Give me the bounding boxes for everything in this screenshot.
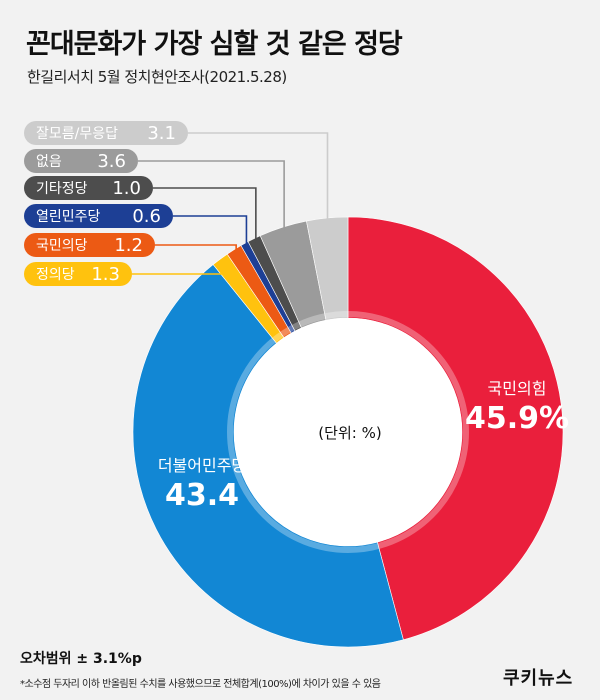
callout-value-4: 0.6 — [132, 206, 161, 227]
callout-6: 없음 3.6 — [24, 149, 138, 173]
leader-line-3 — [155, 244, 237, 254]
callout-value-5: 1.0 — [112, 178, 141, 199]
leader-line-7 — [188, 132, 329, 222]
donut-hole — [234, 318, 462, 546]
callout-name-7: 잘모름/무응답 — [36, 126, 118, 142]
inner-ring — [227, 311, 469, 553]
callout-2: 정의당 1.3 — [24, 262, 132, 286]
callout-value-3: 1.2 — [114, 235, 143, 256]
leader-line-4 — [173, 215, 248, 248]
footnote: *소수점 두자리 이하 반올림된 수치를 사용했으므로 전체합계(100%)에 … — [20, 679, 381, 690]
callout-pill-3 — [24, 233, 155, 257]
callout-name-5: 기타정당 — [36, 181, 88, 197]
slice-label-name-1: 더불어민주당 — [158, 456, 247, 475]
callout-3: 국민의당 1.2 — [24, 233, 155, 257]
callout-value-7: 3.1 — [147, 123, 176, 144]
leader-line-5 — [153, 187, 257, 243]
callout-pill-2 — [24, 262, 132, 286]
callout-pill-7 — [24, 121, 188, 145]
chart-title: 꼰대문화가 가장 심할 것 같은 정당 — [26, 29, 403, 60]
callout-5: 기타정당 1.0 — [24, 176, 153, 200]
callout-name-4: 열린민주당 — [36, 209, 101, 225]
slice-label-name-0: 국민의힘 — [488, 379, 547, 398]
margin-of-error: 오차범위 ± 3.1%p — [20, 651, 142, 667]
callout-7: 잘모름/무응답 3.1 — [24, 121, 188, 145]
callout-pill-4 — [24, 204, 173, 228]
unit-label: (단위: %) — [318, 424, 381, 442]
callout-4: 열린민주당 0.6 — [24, 204, 173, 228]
callout-pill-6 — [24, 149, 138, 173]
slice-label-value-1: 43.4 — [165, 478, 239, 513]
chart-subtitle: 한길리서치 5월 정치현안조사(2021.5.28) — [27, 68, 287, 86]
slice-label-value-0: 45.9% — [465, 401, 569, 436]
callout-name-3: 국민의당 — [36, 238, 88, 254]
leader-line-6 — [138, 160, 285, 231]
leader-line-2 — [132, 262, 224, 275]
callout-value-2: 1.3 — [91, 264, 120, 285]
callout-name-2: 정의당 — [36, 267, 75, 283]
callout-value-6: 3.6 — [97, 151, 126, 172]
brand-logo: 쿠키뉴스 — [503, 668, 574, 689]
callout-name-6: 없음 — [36, 154, 62, 170]
callout-pill-5 — [24, 176, 153, 200]
